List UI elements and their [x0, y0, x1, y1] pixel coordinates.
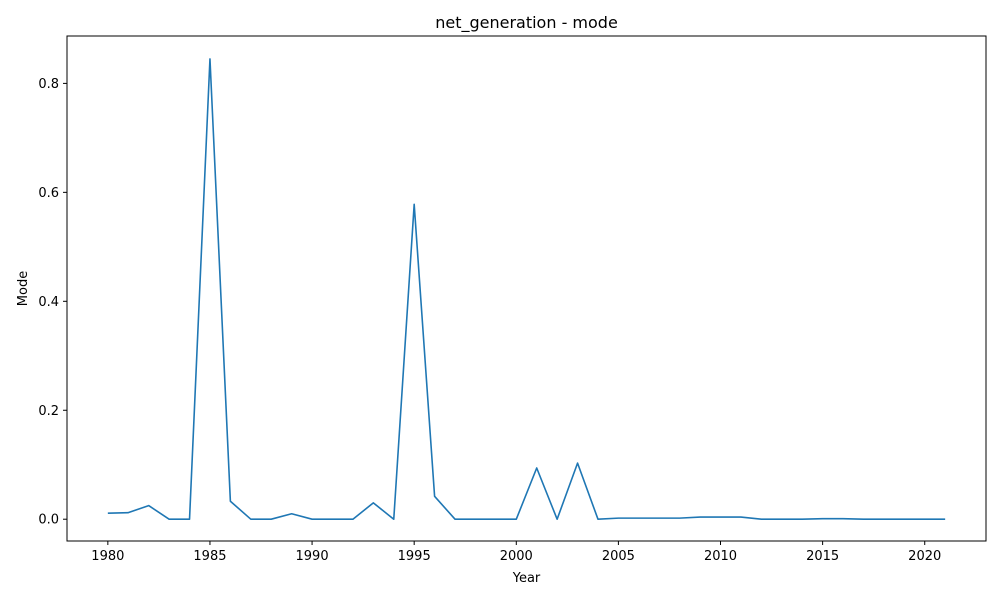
data-point	[697, 514, 703, 520]
data-point	[268, 516, 274, 522]
y-tick-label: 0.0	[38, 513, 59, 528]
x-tick-label: 1990	[296, 549, 329, 564]
data-point	[636, 515, 642, 521]
x-tick-label: 1980	[91, 549, 124, 564]
x-axis: 1980 1985 1990 1995 2000 2005 2010 2015 2020	[91, 541, 941, 564]
data-point	[677, 515, 683, 521]
data-point	[350, 516, 356, 522]
x-tick-label: 2010	[704, 549, 737, 564]
data-point	[248, 516, 254, 522]
x-tick-label: 1995	[398, 549, 431, 564]
x-tick-label: 2020	[908, 549, 941, 564]
data-point	[289, 511, 295, 517]
data-point	[718, 514, 724, 520]
data-point	[411, 201, 417, 207]
x-tick-label: 1985	[193, 549, 226, 564]
data-point	[370, 500, 376, 506]
y-tick-label: 0.2	[38, 404, 59, 419]
data-point	[942, 516, 948, 522]
series-layer	[105, 56, 948, 522]
y-tick-label: 0.4	[38, 295, 59, 310]
data-point	[187, 516, 193, 522]
data-point	[595, 516, 601, 522]
data-point	[534, 465, 540, 471]
data-point	[554, 516, 560, 522]
data-point	[513, 516, 519, 522]
data-point	[881, 516, 887, 522]
x-tick-label: 2000	[500, 549, 533, 564]
data-point	[656, 515, 662, 521]
data-point	[493, 516, 499, 522]
data-point	[207, 56, 213, 62]
data-point	[615, 515, 621, 521]
data-point	[840, 516, 846, 522]
y-axis: 0.0 0.2 0.4 0.6 0.8	[38, 77, 67, 528]
data-point	[779, 516, 785, 522]
x-tick-label: 2015	[806, 549, 839, 564]
y-tick-label: 0.8	[38, 77, 59, 92]
data-point	[472, 516, 478, 522]
y-tick-label: 0.6	[38, 186, 59, 201]
data-point	[860, 516, 866, 522]
chart-title: net_generation - mode	[435, 13, 618, 33]
data-point	[432, 493, 438, 499]
data-point	[146, 503, 152, 509]
series-line	[107, 58, 946, 521]
data-point	[758, 516, 764, 522]
data-point	[901, 516, 907, 522]
data-point	[738, 514, 744, 520]
data-point	[575, 460, 581, 466]
data-point	[125, 510, 131, 516]
data-point	[227, 498, 233, 504]
data-point	[329, 516, 335, 522]
data-point	[391, 516, 397, 522]
data-point	[799, 516, 805, 522]
data-point	[166, 516, 172, 522]
data-point	[922, 516, 928, 522]
data-point	[820, 516, 826, 522]
x-axis-label: Year	[512, 571, 541, 586]
data-point	[105, 510, 111, 516]
y-axis-label: Mode	[16, 271, 31, 306]
data-point	[452, 516, 458, 522]
data-point	[309, 516, 315, 522]
plot-area-frame	[66, 35, 987, 542]
x-tick-label: 2005	[602, 549, 635, 564]
